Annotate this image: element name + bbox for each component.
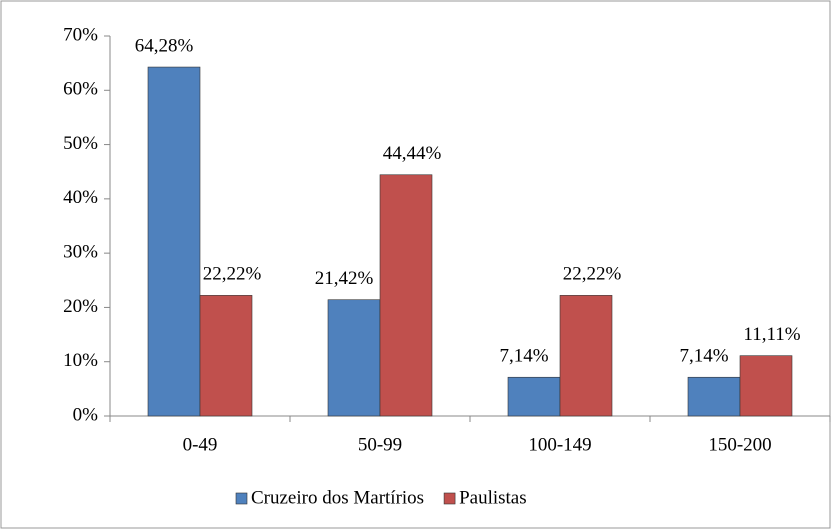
y-tick-label: 70% — [63, 24, 98, 45]
value-label: 7,14% — [679, 346, 728, 367]
bar — [687, 376, 741, 417]
y-tick-label: 0% — [73, 404, 99, 425]
value-label: 64,28% — [135, 35, 194, 56]
bar — [739, 355, 793, 417]
bar — [199, 295, 253, 417]
legend-swatch — [235, 492, 248, 505]
y-tick-label: 20% — [63, 296, 98, 317]
value-label: 22,22% — [203, 264, 262, 285]
y-tick-label: 40% — [63, 187, 98, 208]
x-tick-label: 100-149 — [528, 434, 591, 455]
bar — [559, 295, 613, 417]
y-tick-label: 10% — [63, 350, 98, 371]
value-label: 7,14% — [499, 346, 548, 367]
y-tick-label: 30% — [63, 242, 98, 263]
bar — [147, 66, 201, 417]
value-label: 21,42% — [315, 268, 374, 289]
x-tick-label: 150-200 — [708, 434, 771, 455]
bar — [507, 376, 561, 417]
legend-label: Paulistas — [459, 487, 527, 508]
value-label: 22,22% — [563, 264, 622, 285]
x-tick-label: 50-99 — [358, 434, 402, 455]
x-tick-label: 0-49 — [183, 434, 218, 455]
legend-label: Cruzeiro dos Martírios — [251, 487, 424, 508]
value-label: 44,44% — [383, 143, 442, 164]
bar — [379, 174, 433, 417]
legend-swatch — [443, 492, 456, 505]
bar — [327, 299, 381, 417]
y-tick-label: 60% — [63, 79, 98, 100]
y-tick-label: 50% — [63, 133, 98, 154]
value-label: 11,11% — [743, 324, 800, 345]
